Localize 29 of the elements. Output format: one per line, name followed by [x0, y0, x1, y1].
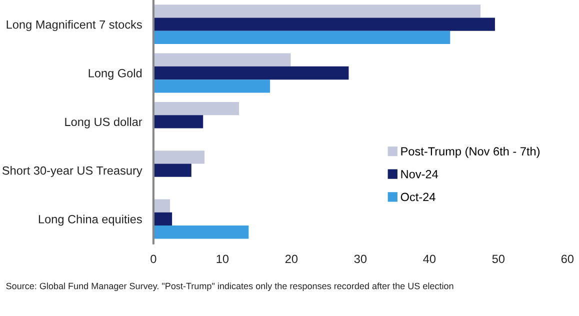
bar: [153, 115, 204, 128]
x-tick-label: 50: [492, 254, 505, 264]
x-tick-label: 30: [354, 254, 367, 264]
bar: [153, 30, 450, 44]
legend-label: Oct-24: [400, 192, 436, 202]
legend-label: Nov-24: [401, 170, 438, 178]
bar: [153, 53, 291, 66]
legend-label: Post-Trump (Nov 6th - 7th): [401, 146, 540, 158]
x-tick-label: 40: [423, 254, 436, 264]
bar: [153, 199, 170, 212]
bar: [153, 150, 204, 164]
y-tick-label: Long US dollar: [65, 117, 142, 128]
y-tick-label: Long Gold: [88, 68, 142, 80]
y-tick-label: Long Magnificent 7 stocks: [6, 20, 142, 32]
bar: [153, 226, 249, 239]
bar: [153, 66, 349, 80]
x-tick-label: 0: [150, 254, 156, 264]
source-note: Source: Global Fund Manager Survey. "Post-Trump" indicates only the responses recorded after the US election: [6, 282, 454, 292]
x-tick-label: 20: [285, 254, 298, 264]
x-tick-label: 10: [216, 254, 229, 264]
bar: [153, 80, 270, 93]
bar: [153, 4, 480, 18]
y-tick-label: Short 30-year US Treasury: [2, 166, 142, 178]
bar: [153, 212, 172, 226]
bar: [153, 164, 192, 177]
bar: [153, 18, 495, 31]
x-tick-label: 60: [561, 254, 574, 264]
bar: [153, 102, 239, 116]
y-tick-label: Long China equities: [38, 214, 142, 226]
